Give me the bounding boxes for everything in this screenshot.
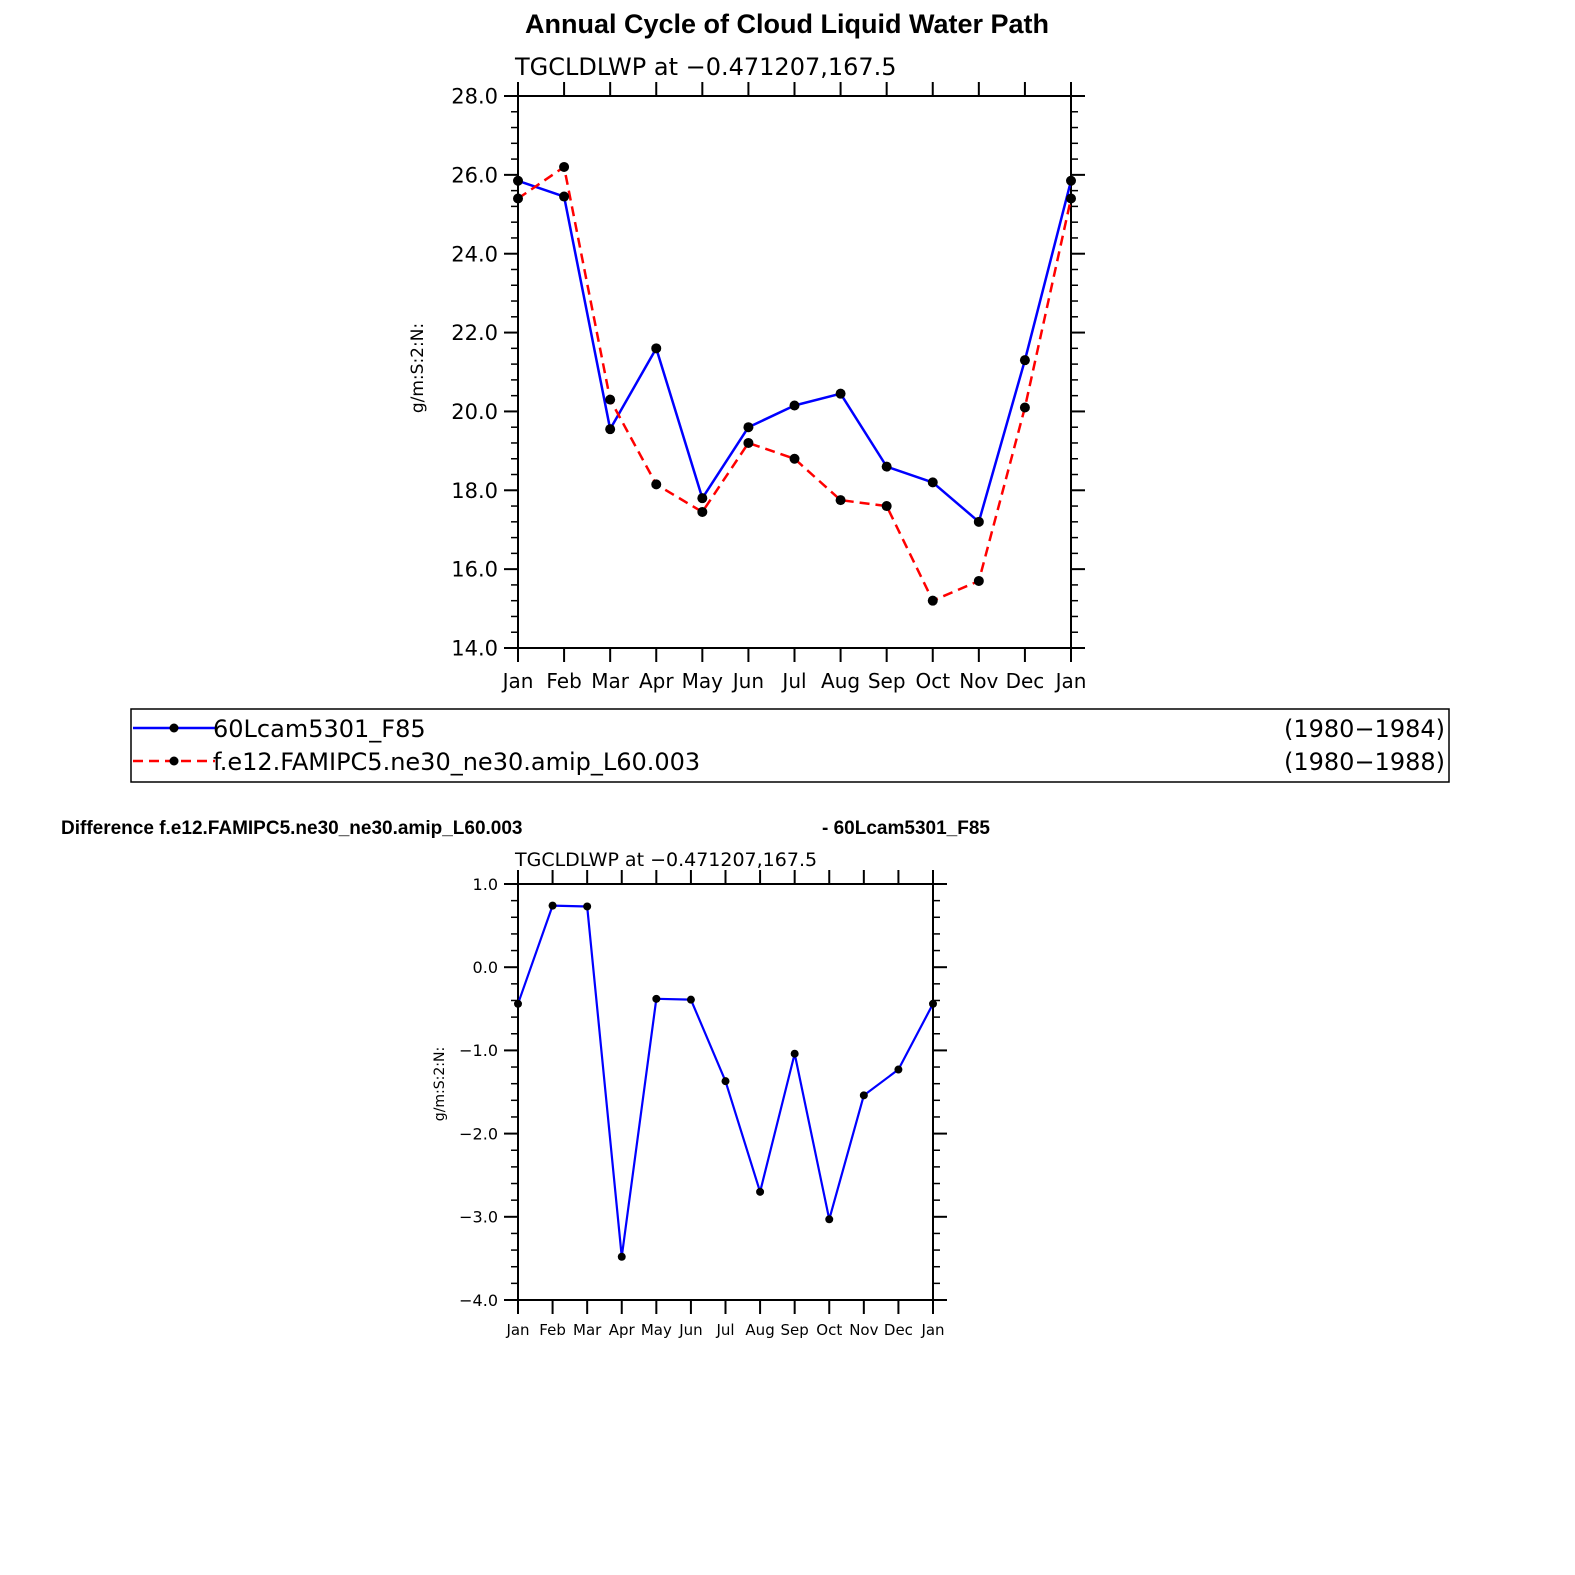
x-tick-label: May [682,669,724,693]
x-tick-label: Feb [546,669,581,693]
y-tick-label: 20.0 [451,400,498,424]
legend-years-model: (1980−1984) [1284,715,1445,743]
y-tick-label: −1.0 [459,1041,498,1060]
data-point [881,501,892,512]
data-point [605,394,616,405]
chart1-subtitle: TGCLDLWP at −0.471207,167.5 [514,53,897,81]
data-point [927,477,938,488]
data-point [652,994,661,1003]
y-tick-label: 14.0 [451,637,498,661]
legend: 60Lcam5301_F85 (1980−1984) f.e12.FAMIPC5… [130,708,1450,783]
legend-marker-model [169,723,179,733]
y-tick-label: −4.0 [459,1291,498,1310]
data-point [1019,355,1030,366]
data-point [881,461,892,472]
x-tick-label: Jun [678,1321,702,1339]
y-tick-label: 22.0 [451,321,498,345]
y-tick-label: −3.0 [459,1208,498,1227]
x-tick-label: Oct [816,1321,842,1339]
x-tick-label: Sep [781,1321,809,1339]
data-point [789,400,800,411]
x-tick-label: Jan [501,669,534,693]
data-point [514,999,522,1008]
legend-box [130,708,1450,783]
data-point [756,1187,765,1196]
data-point [973,575,984,586]
data-point [651,479,662,490]
x-tick-label: Aug [821,669,860,693]
y-tick-label: 28.0 [451,85,498,109]
data-point [697,493,708,504]
x-tick-label: Sep [868,669,906,693]
diff-title-left: Difference f.e12.FAMIPC5.ne30_ne30.amip_… [61,818,523,839]
data-point [789,453,800,464]
data-point [835,495,846,506]
y-tick-label: 0.0 [473,958,498,977]
x-tick-label: Jul [780,669,806,693]
data-point [927,595,938,606]
x-tick-label: Nov [959,669,998,693]
x-tick-label: Jan [1054,669,1087,693]
data-point [559,161,570,172]
y-tick-label: 18.0 [451,479,498,503]
x-tick-label: Jan [920,1321,944,1339]
x-tick-label: Jun [731,669,764,693]
data-point [835,388,846,399]
legend-label-amip: f.e12.FAMIPC5.ne30_ne30.amip_L60.003 [213,748,700,776]
data-point [697,506,708,517]
data-point [513,175,523,186]
data-point [721,1077,730,1086]
x-tick-label: Dec [1006,669,1045,693]
data-point [743,437,754,448]
x-tick-label: Mar [573,1321,602,1339]
data-point [605,424,616,435]
y-tick-label: 1.0 [473,875,498,894]
data-point [513,193,523,204]
chart1-ylabel: g/m:S:2:N: [408,323,428,413]
data-point [651,343,662,354]
data-point [743,422,754,433]
data-point [1066,175,1076,186]
data-point [825,1215,834,1224]
data-point [929,999,937,1008]
x-tick-label: Dec [884,1321,913,1339]
legend-label-model: 60Lcam5301_F85 [213,715,426,743]
y-tick-label: 16.0 [451,558,498,582]
legend-marker-amip [169,756,179,766]
x-tick-label: Oct [915,669,950,693]
difference-chart: TGCLDLWP at −0.471207,167.5 g/m:S:2:N: −… [432,849,947,1339]
x-tick-label: Apr [609,1321,636,1339]
legend-years-amip: (1980−1988) [1284,748,1445,776]
data-point [1019,402,1030,413]
x-tick-label: May [641,1321,672,1339]
data-point [790,1049,799,1058]
x-tick-label: Nov [849,1321,878,1339]
x-tick-label: Mar [591,669,630,693]
main-title: Annual Cycle of Cloud Liquid Water Path [525,9,1049,39]
diff-title-right: - 60Lcam5301_F85 [822,818,990,839]
x-tick-label: Jan [505,1321,529,1339]
x-tick-label: Apr [639,669,674,693]
data-point [859,1091,868,1100]
data-point [894,1065,903,1074]
chart2-ylabel: g/m:S:2:N: [432,1047,448,1121]
data-point [686,995,695,1004]
annual-cycle-chart: TGCLDLWP at −0.471207,167.5 g/m:S:2:N: 1… [408,53,1086,693]
x-tick-label: Jul [715,1321,734,1339]
plot-frame [517,95,1072,649]
y-tick-label: 26.0 [451,163,498,187]
x-tick-label: Aug [745,1321,774,1339]
data-point [583,902,592,911]
data-point [559,191,570,202]
y-tick-label: 24.0 [451,242,498,266]
data-point [973,516,984,527]
chart2-subtitle: TGCLDLWP at −0.471207,167.5 [514,849,817,871]
plot-frame [517,883,934,1301]
y-tick-label: −2.0 [459,1124,498,1143]
x-tick-label: Feb [539,1321,566,1339]
data-point [1066,193,1076,204]
data-point [617,1252,626,1261]
data-point [548,901,557,910]
